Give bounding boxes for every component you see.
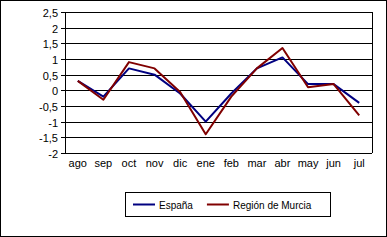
y-tick-label: -1,5 [39,132,58,144]
x-tick-label: feb [224,157,239,169]
series-line [78,57,359,121]
y-tick [61,75,65,76]
x-tick-label: jun [325,157,341,169]
grid-line [65,153,372,154]
x-tick-label: sep [95,157,113,169]
x-tick-label: dic [173,157,188,169]
y-tick [61,28,65,29]
y-tick [61,59,65,60]
x-tick-label: ene [197,157,215,169]
y-tick-label: -1 [48,117,58,129]
grid-line [65,75,372,76]
grid-line [65,137,372,138]
x-tick-label: abr [275,157,291,169]
y-axis [65,12,66,153]
grid-line [65,12,372,13]
y-tick [61,43,65,44]
legend-label: Región de Murcia [233,200,312,211]
x-tick-label: ago [69,157,87,169]
y-tick-label: -2 [48,148,58,160]
chart-frame [1,1,387,237]
grid-line [65,28,372,29]
y-tick-label: 1,5 [43,38,58,50]
x-tick-label: jul [353,157,365,169]
y-tick [61,90,65,91]
x-tick-label: mar [247,157,266,169]
y-tick [61,106,65,107]
y-tick [61,153,65,154]
x-tick-label: oct [122,157,137,169]
grid-line [65,122,372,123]
y-tick-label: 0 [52,85,58,97]
x-tick-label: nov [146,157,164,169]
y-tick [61,137,65,138]
series-line [78,48,359,134]
legend-swatch [133,204,155,206]
legend-label: España [159,200,193,211]
plot-area [65,12,372,153]
y-tick-label: 2,5 [43,7,58,19]
y-tick [61,12,65,13]
legend-swatch [207,204,229,206]
y-tick-label: -0,5 [39,101,58,113]
y-tick-label: 0,5 [43,70,58,82]
grid-line [65,59,372,60]
plot-border [372,12,373,153]
legend-box [126,193,331,217]
x-axis [65,153,372,154]
y-tick-label: 1 [52,54,58,66]
series-group [78,48,359,134]
y-tick [61,122,65,123]
grid-line [65,43,372,44]
y-tick-label: 2 [52,23,58,35]
x-tick-label: may [298,157,319,169]
